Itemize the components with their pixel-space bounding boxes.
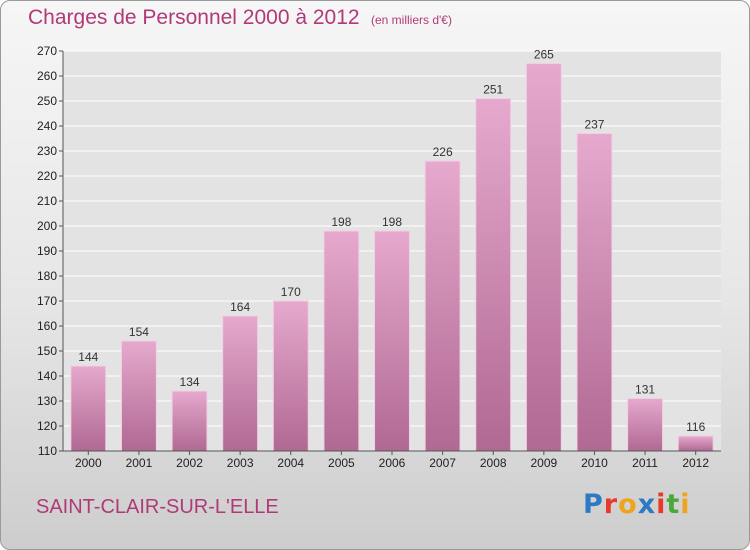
data-label-2004: 170 xyxy=(281,285,301,299)
x-tick-label: 2007 xyxy=(429,456,456,470)
x-tick-label: 2009 xyxy=(530,456,557,470)
data-label-2012: 116 xyxy=(686,420,705,434)
y-tick-label: 140 xyxy=(37,369,57,383)
bar-2011 xyxy=(627,398,664,452)
logo-letter: P xyxy=(583,489,604,520)
y-tick-label: 170 xyxy=(37,294,57,308)
bar-2004 xyxy=(272,300,309,452)
data-label-2005: 198 xyxy=(331,215,351,229)
data-label-2008: 251 xyxy=(483,83,503,97)
y-tick-label: 230 xyxy=(37,144,57,158)
y-tick-label: 200 xyxy=(37,219,57,233)
bars: 144 154 134 164 170 198 198 226 251 265 237 131 116 xyxy=(70,48,714,452)
logo-letter: i xyxy=(680,489,691,520)
bar-2001 xyxy=(120,340,157,452)
bar-2008 xyxy=(475,98,512,452)
x-tick-label: 2000 xyxy=(75,456,102,470)
bar-2010 xyxy=(576,133,613,452)
bar-2000 xyxy=(70,365,107,452)
chart-title: Charges de Personnel 2000 à 2012 xyxy=(28,6,360,29)
y-tick-label: 240 xyxy=(37,119,57,133)
logo-letter: o xyxy=(618,489,638,520)
y-tick-label: 180 xyxy=(37,269,57,283)
y-tick-label: 160 xyxy=(37,319,57,333)
logo-letter: i xyxy=(656,489,667,520)
y-tick-label: 210 xyxy=(37,194,57,208)
bar-2005 xyxy=(323,230,360,452)
bar-2009 xyxy=(525,63,562,452)
x-tick-label: 2011 xyxy=(632,456,658,470)
y-tick-label: 250 xyxy=(37,94,57,108)
data-label-2009: 265 xyxy=(534,48,554,62)
y-tick-label: 220 xyxy=(37,169,57,183)
x-tick-label: 2004 xyxy=(277,456,304,470)
y-tick-label: 270 xyxy=(37,44,57,58)
data-label-2007: 226 xyxy=(433,145,453,159)
bar-2007 xyxy=(424,160,461,452)
bar-2003 xyxy=(222,315,259,452)
x-axis: 2000 2001 2002 2003 2004 2005 2006 2007 2008 2009… xyxy=(63,450,721,470)
data-label-2001: 154 xyxy=(129,325,149,339)
x-tick-label: 2010 xyxy=(581,456,608,470)
y-tick-label: 150 xyxy=(37,344,57,358)
y-tick-label: 110 xyxy=(38,444,57,458)
bar-2006 xyxy=(374,230,410,452)
y-tick-label: 190 xyxy=(37,244,57,258)
data-label-2002: 134 xyxy=(180,375,200,389)
x-tick-label: 2006 xyxy=(379,456,406,470)
bar-2002 xyxy=(171,390,208,452)
bar-2012 xyxy=(677,435,714,452)
y-tick-label: 260 xyxy=(37,69,57,83)
x-tick-label: 2003 xyxy=(227,456,254,470)
x-tick-label: 2005 xyxy=(328,456,355,470)
data-label-2010: 237 xyxy=(584,118,604,132)
data-label-2006: 198 xyxy=(382,215,402,229)
commune-name: SAINT-CLAIR-SUR-L'ELLE xyxy=(36,496,279,518)
x-tick-label: 2002 xyxy=(176,456,203,470)
logo-letter: r xyxy=(603,489,619,520)
y-axis: 110 120 130 140 150 160 170 180 190 200 210 220 230 2… xyxy=(37,44,64,458)
x-tick-label: 2008 xyxy=(480,456,507,470)
chart-unit-note: (en milliers d'€) xyxy=(371,13,452,27)
proxiti-logo[interactable]: Proxiti xyxy=(583,489,691,520)
y-tick-label: 130 xyxy=(37,394,57,408)
data-label-2000: 144 xyxy=(78,350,98,364)
y-tick-label: 120 xyxy=(37,419,57,433)
bar-chart: 110 120 130 140 150 160 170 180 190 200 210 220 230 2… xyxy=(37,44,721,470)
data-label-2003: 164 xyxy=(230,300,250,314)
data-label-2011: 131 xyxy=(635,383,655,397)
x-tick-label: 2001 xyxy=(126,456,153,470)
x-tick-label: 2012 xyxy=(682,456,709,470)
logo-letter: x xyxy=(637,489,657,520)
logo-letter: t xyxy=(666,489,681,520)
